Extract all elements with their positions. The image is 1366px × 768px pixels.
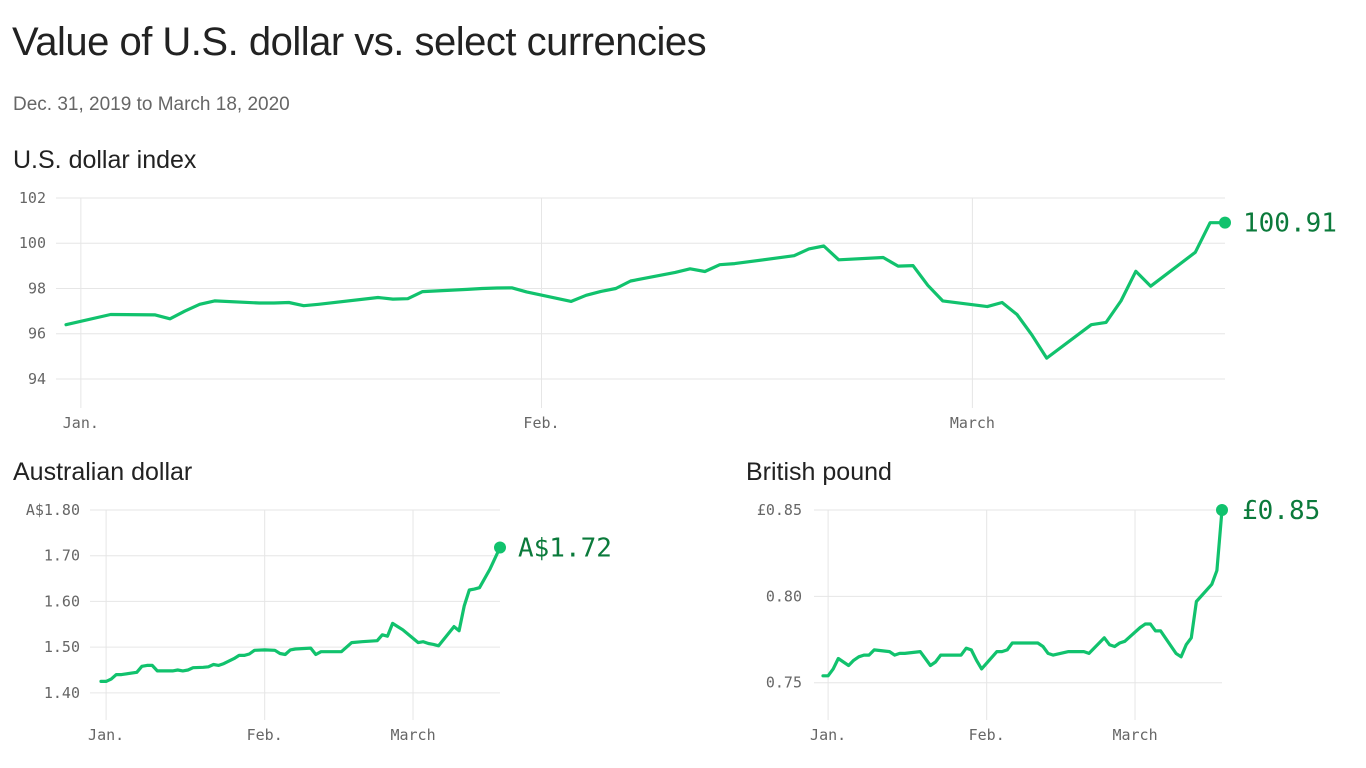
aud-end-point: [494, 541, 506, 554]
aud-y-tick-label: 1.70: [44, 547, 80, 565]
usd-y-tick-label: 100: [19, 234, 46, 252]
gbp-end-point: [1216, 504, 1228, 516]
aud-series-line: [99, 545, 502, 683]
aud-panel-title: Australian dollar: [13, 458, 192, 486]
gbp-x-tick-label: Feb.: [969, 726, 1005, 744]
gbp-series-line: [821, 508, 1224, 678]
usd-panel-title: U.S. dollar index: [13, 146, 197, 174]
aud-y-tick-label: 1.40: [44, 684, 80, 702]
gbp-y-tick-label: 0.80: [766, 587, 802, 605]
usd-y-tick-label: 102: [19, 189, 46, 207]
usd-y-tick-label: 98: [28, 279, 46, 297]
aud-y-tick-label: A$1.80: [26, 501, 80, 519]
aud-x-tick-label: March: [390, 726, 435, 744]
usd-x-tick-label: March: [950, 414, 995, 432]
gbp-y-tick-label: £0.85: [757, 501, 802, 519]
gbp-x-tick-label: March: [1112, 726, 1157, 744]
gbp-x-tick-label: Jan.: [810, 726, 846, 744]
aud-y-tick-label: 1.50: [44, 638, 80, 656]
usd-x-tick-label: Jan.: [63, 414, 99, 432]
usd-y-tick-label: 94: [28, 370, 46, 388]
gbp-y-tick-label: 0.75: [766, 674, 802, 692]
aud-x-tick-label: Feb.: [247, 726, 283, 744]
gbp-panel-title: British pound: [746, 458, 892, 486]
usd-end-point: [1219, 216, 1231, 229]
aud-end-label: A$1.72: [518, 533, 612, 563]
aud-y-tick-label: 1.60: [44, 592, 80, 610]
usd-series-line: [64, 221, 1227, 360]
chart-subtitle: Dec. 31, 2019 to March 18, 2020: [13, 94, 290, 115]
chart-title: Value of U.S. dollar vs. select currenci…: [12, 20, 707, 64]
usd-y-tick-label: 96: [28, 325, 46, 343]
usd-x-tick-label: Feb.: [523, 414, 559, 432]
usd-end-label: 100.91: [1243, 209, 1337, 239]
gbp-end-label: £0.85: [1242, 496, 1320, 526]
aud-x-tick-label: Jan.: [88, 726, 124, 744]
